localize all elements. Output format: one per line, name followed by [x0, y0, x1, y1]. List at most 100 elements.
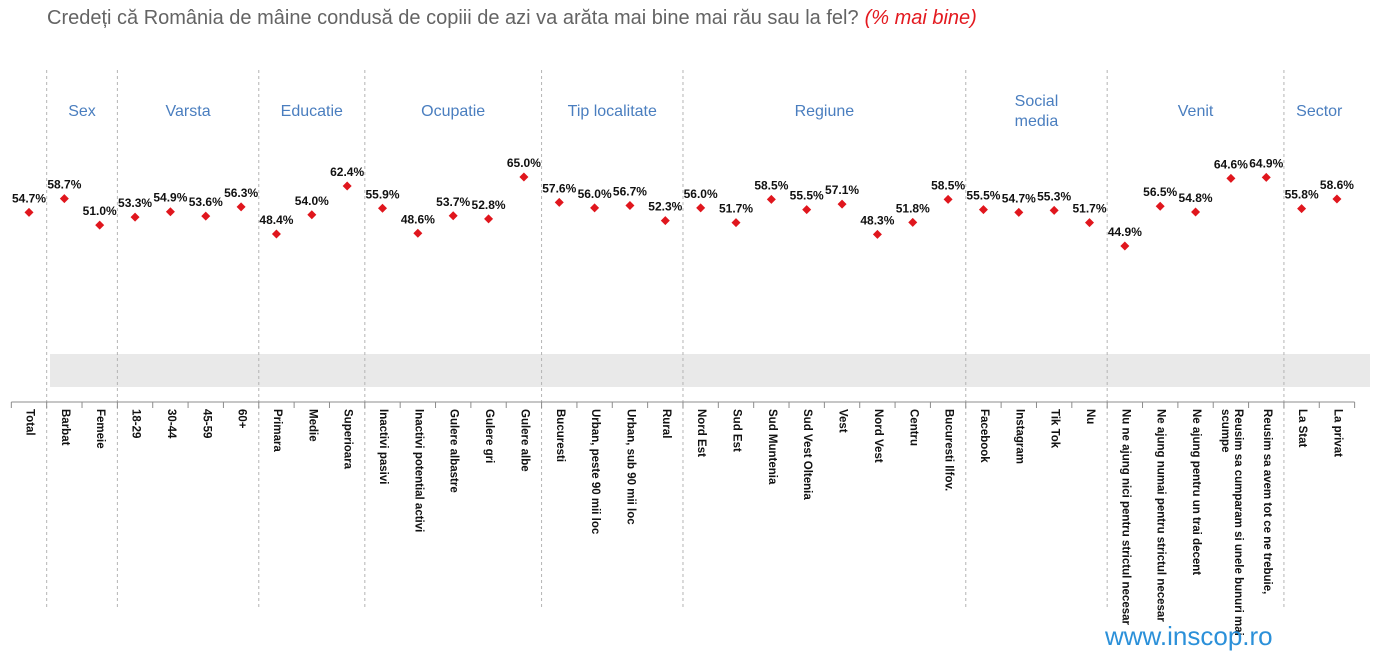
category-label: Superioara	[341, 409, 354, 470]
data-label-suffix: %	[742, 202, 753, 216]
category-label: Inactivi pasivi	[377, 409, 389, 485]
data-label-suffix: %	[141, 196, 152, 210]
category-label: Nord Vest	[871, 409, 884, 463]
data-label: 56.0%	[578, 187, 612, 201]
data-label-suffix: %	[954, 178, 965, 192]
data-label: 56.0%	[684, 187, 718, 201]
category-label: 18-29	[129, 409, 142, 439]
data-label-value: 52.8	[472, 198, 496, 212]
data-label-value: 51.7	[1072, 202, 1096, 216]
category-label: Sud Muntenia	[765, 409, 778, 485]
category-label: Ne ajung numai pentru strictul necesar	[1154, 409, 1167, 622]
data-point	[271, 229, 281, 239]
data-label: 65.0%	[507, 156, 541, 170]
category-label: Facebook	[977, 409, 990, 463]
data-label-suffix: %	[1343, 178, 1354, 192]
data-point	[1297, 204, 1307, 214]
data-label-suffix: %	[212, 195, 223, 209]
category-label: Instagram	[1013, 409, 1026, 464]
category-label: Vest	[836, 409, 849, 433]
group-label-sex: Sex	[68, 103, 96, 120]
group-label-sector: Sector	[1296, 103, 1343, 120]
group-label-social-media: Social media	[1014, 93, 1059, 130]
category-label: Sud Vest Oltenia	[801, 409, 814, 500]
data-label: 55.5%	[790, 189, 824, 203]
data-label-suffix: %	[353, 165, 364, 179]
data-label-value: 55.3	[1037, 189, 1061, 203]
data-label: 62.4%	[330, 165, 364, 179]
data-label-value: 48.4	[259, 213, 283, 227]
data-point	[696, 203, 706, 213]
data-label-suffix: %	[283, 213, 294, 227]
data-label: 58.5%	[754, 178, 788, 192]
data-point	[1261, 172, 1271, 182]
data-label: 51.7%	[1072, 202, 1106, 216]
data-point	[660, 216, 670, 226]
group-label-tip-localitate: Tip localitate	[567, 103, 657, 120]
data-point	[130, 212, 140, 222]
data-point	[307, 210, 317, 220]
data-label-suffix: %	[1237, 157, 1248, 171]
data-point	[590, 203, 600, 213]
data-label-suffix: %	[35, 191, 46, 205]
data-label-value: 56.5	[1143, 185, 1167, 199]
data-label-suffix: %	[424, 212, 435, 226]
data-point	[24, 207, 34, 217]
data-label: 55.5%	[966, 189, 1000, 203]
data-label: 48.3%	[860, 213, 894, 227]
data-label-value: 51.7	[719, 202, 743, 216]
data-label-value: 55.8	[1285, 188, 1309, 202]
data-label-value: 58.7	[47, 178, 71, 192]
data-label: 57.6%	[542, 181, 576, 195]
data-label: 52.3%	[648, 200, 682, 214]
data-label-value: 51.0	[83, 204, 107, 218]
data-point	[943, 194, 953, 204]
data-label-suffix: %	[919, 201, 930, 215]
category-label: La privat	[1331, 409, 1344, 457]
category-label: Ne ajung pentru un trai decent	[1190, 409, 1203, 576]
category-label: Gulere albastre	[447, 409, 460, 493]
data-point	[908, 217, 918, 227]
data-point	[731, 218, 741, 228]
data-label-value: 56.0	[684, 187, 708, 201]
data-label-suffix: %	[389, 187, 400, 201]
data-label-suffix: %	[1060, 189, 1071, 203]
data-label: 48.4%	[259, 213, 293, 227]
data-label: 48.6%	[401, 212, 435, 226]
category-label: Nord Est	[695, 409, 708, 457]
data-label: 56.7%	[613, 185, 647, 199]
data-label: 53.7%	[436, 195, 470, 209]
data-label: 54.0%	[295, 194, 329, 208]
group-label-regiune: Regiune	[794, 103, 855, 120]
category-label: Bucuresti Ilfov.	[942, 409, 955, 492]
data-label-value: 54.9	[153, 191, 177, 205]
data-label: 53.6%	[189, 195, 223, 209]
data-point	[1120, 241, 1130, 251]
chart-subtitle: (% mai bine)	[864, 7, 977, 29]
data-point	[519, 172, 529, 182]
data-label: 58.7%	[47, 178, 81, 192]
data-point	[1049, 205, 1059, 215]
data-label-value: 64.6	[1214, 157, 1238, 171]
data-point	[1332, 194, 1342, 204]
data-label-value: 58.5	[931, 178, 955, 192]
data-point	[236, 202, 246, 212]
data-label-suffix: %	[707, 187, 718, 201]
data-label-suffix: %	[106, 204, 117, 218]
data-point	[872, 229, 882, 239]
data-point	[837, 199, 847, 209]
data-point	[1155, 201, 1165, 211]
category-label: Medie	[306, 409, 319, 442]
data-label-suffix: %	[778, 178, 789, 192]
category-label: Sud Est	[730, 409, 743, 452]
category-label: Tik Tok	[1048, 409, 1061, 449]
data-point	[95, 220, 105, 230]
data-point	[1226, 173, 1236, 183]
data-label: 55.9%	[365, 187, 399, 201]
data-label-suffix: %	[460, 195, 471, 209]
category-label: Gulere albe	[518, 409, 531, 472]
category-label: Total	[23, 409, 36, 436]
data-label-value: 55.5	[966, 189, 990, 203]
